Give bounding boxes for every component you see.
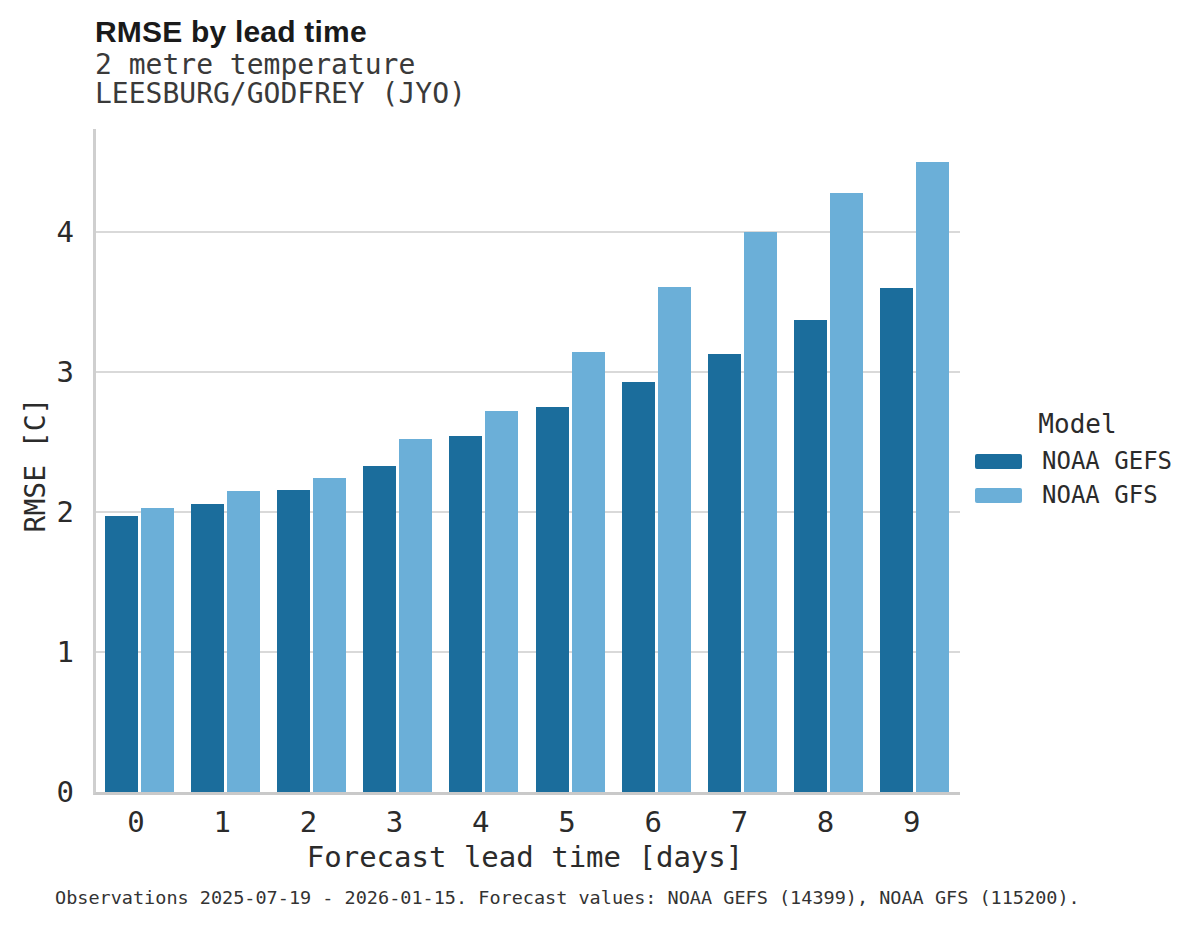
legend: Model NOAA GEFS NOAA GFS	[975, 410, 1180, 515]
bar-noaa-gefs-day-3	[363, 466, 396, 792]
x-tick-label-4: 4	[472, 806, 489, 838]
legend-label: NOAA GEFS	[1042, 447, 1172, 475]
bar-noaa-gefs-day-9	[880, 288, 913, 792]
legend-entries: NOAA GEFS NOAA GFS	[975, 447, 1180, 509]
x-tick-label-3: 3	[386, 806, 403, 838]
x-tick-label-1: 1	[213, 806, 230, 838]
legend-swatch-icon	[975, 488, 1022, 503]
legend-title: Model	[975, 410, 1180, 438]
bar-noaa-gefs-day-7	[708, 354, 741, 792]
bar-noaa-gfs-day-1	[227, 491, 260, 792]
bar-noaa-gefs-day-8	[794, 320, 827, 792]
bar-noaa-gfs-day-8	[830, 193, 863, 792]
legend-swatch-icon	[975, 454, 1022, 469]
footer-caption: Observations 2025-07-19 - 2026-01-15. Fo…	[55, 887, 1080, 908]
y-tick-label-4: 4	[14, 216, 74, 248]
bar-noaa-gfs-day-5	[572, 352, 605, 792]
legend-label: NOAA GFS	[1042, 481, 1158, 509]
chart-subtitle-station: LEESBURG/GODFREY (JYO)	[95, 79, 466, 108]
y-tick-label-1: 1	[14, 636, 74, 668]
bar-noaa-gfs-day-9	[916, 162, 949, 792]
bar-noaa-gfs-day-4	[485, 411, 518, 792]
x-axis-title: Forecast lead time [days]	[307, 840, 744, 874]
chart-subtitle-variable: 2 metre temperature	[95, 50, 466, 79]
chart-title: RMSE by lead time	[95, 14, 466, 50]
x-tick-label-7: 7	[731, 806, 748, 838]
bar-noaa-gfs-day-0	[141, 508, 174, 792]
bar-noaa-gfs-day-7	[744, 232, 777, 792]
bar-noaa-gefs-day-4	[449, 436, 482, 792]
y-tick-label-2: 2	[14, 496, 74, 528]
bar-noaa-gfs-day-6	[658, 287, 691, 792]
legend-entry-noaa-gefs: NOAA GEFS	[975, 447, 1180, 475]
y-tick-label-3: 3	[14, 356, 74, 388]
x-tick-label-9: 9	[903, 806, 920, 838]
x-tick-label-8: 8	[817, 806, 834, 838]
legend-entry-noaa-gfs: NOAA GFS	[975, 481, 1180, 509]
y-tick-label-0: 0	[14, 776, 74, 808]
x-tick-label-6: 6	[644, 806, 661, 838]
x-tick-label-0: 0	[127, 806, 144, 838]
bar-noaa-gefs-day-6	[622, 382, 655, 792]
bar-noaa-gfs-day-3	[399, 439, 432, 792]
bar-noaa-gefs-day-1	[191, 504, 224, 792]
x-tick-label-5: 5	[558, 806, 575, 838]
chart-header: RMSE by lead time 2 metre temperature LE…	[95, 14, 466, 108]
rmse-bar-chart: RMSE by lead time 2 metre temperature LE…	[0, 0, 1195, 928]
bar-noaa-gefs-day-0	[105, 516, 138, 792]
bar-noaa-gefs-day-5	[536, 407, 569, 792]
x-tick-label-2: 2	[300, 806, 317, 838]
bar-noaa-gefs-day-2	[277, 490, 310, 792]
bar-noaa-gfs-day-2	[313, 478, 346, 792]
plot-area	[93, 129, 960, 795]
